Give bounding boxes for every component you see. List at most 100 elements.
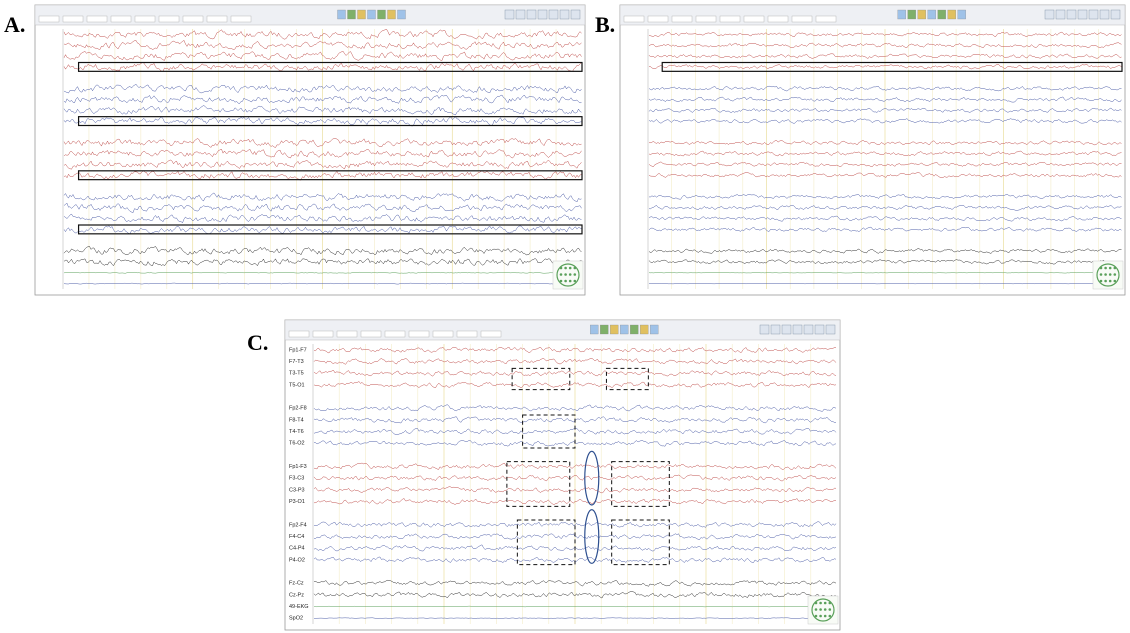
toolbar-button [358, 10, 366, 19]
toolbar-field [648, 16, 668, 22]
toolbar-field [768, 16, 788, 22]
toolbar-field [135, 16, 155, 22]
electrode [829, 602, 832, 605]
toolbar-field [433, 331, 453, 337]
electrode [819, 608, 822, 611]
electrode [815, 615, 818, 618]
toolbar-button [908, 10, 916, 19]
toolbar-field [744, 16, 764, 22]
toolbar-field [720, 16, 740, 22]
toolbar-field [87, 16, 107, 22]
toolbar-button [348, 10, 356, 19]
electrode [574, 280, 577, 283]
toolbar-field [672, 16, 692, 22]
panel-label: A. [4, 12, 25, 37]
electrode [1109, 273, 1112, 276]
toolbar-button [388, 10, 396, 19]
toolbar-button [368, 10, 376, 19]
electrode [1100, 280, 1103, 283]
channel-label: C3-P3 [289, 487, 305, 493]
electrode [1114, 280, 1117, 283]
electrode [569, 280, 572, 283]
electrode [560, 267, 563, 270]
nav-button [549, 10, 558, 19]
nav-button [1100, 10, 1109, 19]
channel-label: P4-O2 [289, 557, 305, 563]
channel-label: T3-T5 [289, 371, 304, 377]
toolbar-field [337, 331, 357, 337]
toolbar-button [650, 325, 658, 334]
electrode [824, 608, 827, 611]
nav-button [760, 325, 769, 334]
electrode [560, 280, 563, 283]
panel-label: B. [595, 12, 615, 37]
window-frame [620, 5, 1125, 295]
electrode [569, 273, 572, 276]
toolbar-button [640, 325, 648, 334]
eeg-screenshot [620, 5, 1125, 295]
electrode [564, 267, 567, 270]
nav-button [804, 325, 813, 334]
electrode [1104, 280, 1107, 283]
toolbar-button [948, 10, 956, 19]
channel-label: Fp2-F8 [289, 406, 307, 412]
electrode [829, 615, 832, 618]
toolbar-field [289, 331, 309, 337]
electrode [1100, 273, 1103, 276]
toolbar-field [481, 331, 501, 337]
toolbar-field [159, 16, 179, 22]
toolbar-button [630, 325, 638, 334]
electrode [815, 608, 818, 611]
toolbar-field [816, 16, 836, 22]
nav-button [516, 10, 525, 19]
electrode [815, 602, 818, 605]
electrode [1114, 273, 1117, 276]
channel-label: F8-T4 [289, 417, 304, 423]
electrode [564, 280, 567, 283]
channel-label: F7-T3 [289, 359, 304, 365]
channel-label: P3-O1 [289, 499, 305, 505]
nav-button [815, 325, 824, 334]
electrode [1104, 267, 1107, 270]
toolbar-field [409, 331, 429, 337]
electrode [819, 615, 822, 618]
nav-button [1111, 10, 1120, 19]
channel-label: T5-O1 [289, 382, 305, 388]
toolbar-button [928, 10, 936, 19]
toolbar-field [183, 16, 203, 22]
channel-label: Cz-Pz [289, 592, 304, 598]
channel-label: F4-C4 [289, 534, 304, 540]
electrode [819, 602, 822, 605]
toolbar-field [696, 16, 716, 22]
nav-button [782, 325, 791, 334]
toolbar-button [938, 10, 946, 19]
nav-button [826, 325, 835, 334]
channel-label: Fp1-F7 [289, 347, 307, 353]
eeg-screenshot [35, 5, 585, 295]
eeg-screenshot: Fp1-F7F7-T3T3-T5T5-O1Fp2-F8F8-T4T4-T6T6-… [285, 320, 840, 630]
channel-label: Fz-Cz [289, 581, 304, 587]
electrode [824, 602, 827, 605]
nav-button [1089, 10, 1098, 19]
toolbar-field [457, 331, 477, 337]
channel-label: Fp2-F4 [289, 522, 307, 528]
toolbar-field [231, 16, 251, 22]
toolbar-button [918, 10, 926, 19]
toolbar-field [624, 16, 644, 22]
nav-button [571, 10, 580, 19]
toolbar-button [898, 10, 906, 19]
electrode [574, 273, 577, 276]
electrode [1114, 267, 1117, 270]
toolbar-field [39, 16, 59, 22]
nav-button [1067, 10, 1076, 19]
window-frame [285, 320, 840, 630]
nav-button [1056, 10, 1065, 19]
nav-button [505, 10, 514, 19]
toolbar-button [620, 325, 628, 334]
toolbar-button [590, 325, 598, 334]
electrode [824, 615, 827, 618]
toolbar-field [792, 16, 812, 22]
electrode [560, 273, 563, 276]
toolbar-field [207, 16, 227, 22]
toolbar-field [313, 331, 333, 337]
